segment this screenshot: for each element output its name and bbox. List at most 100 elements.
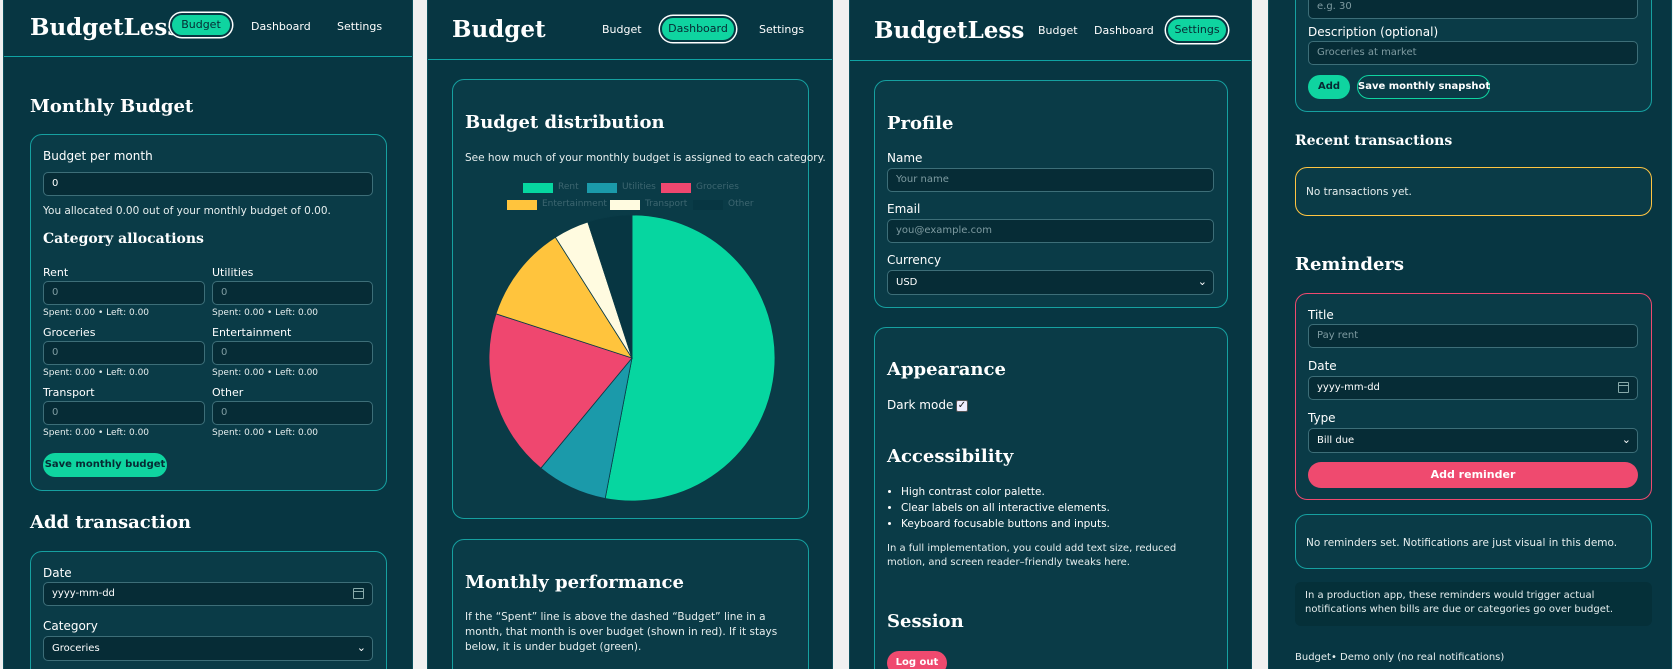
top-nav: BudgetLess Budget Dashboard Settings (4, 0, 412, 57)
add-transaction-card: e.g. 30 Description (optional) Groceries… (1295, 0, 1652, 112)
nav-settings-link[interactable]: Settings (759, 23, 805, 36)
dashboard-page-panel: Budget Budget Dashboard Settings Budget … (427, 0, 833, 669)
pie-slice-rent (604, 214, 776, 502)
category-allocations-title: Category allocations (43, 231, 204, 247)
category-label: Groceries (43, 326, 96, 339)
monthly-budget-title: Monthly Budget (30, 96, 194, 117)
monthly-performance-desc: If the “Spent” line is above the dashed … (465, 611, 778, 653)
save-monthly-budget-button[interactable]: Save monthly budget (43, 453, 167, 477)
legend-label-entertainment: Entertainment (542, 199, 607, 209)
calendar-icon[interactable] (353, 588, 364, 599)
no-reminders-text: No reminders set. Notifications are just… (1306, 537, 1618, 549)
legend-label-rent: Rent (558, 182, 579, 192)
legend-label-transport: Transport (645, 199, 688, 209)
top-nav: BudgetLess Budget Dashboard Settings (850, 0, 1251, 61)
category-label: Utilities (212, 266, 254, 279)
production-note-box: In a production app, these reminders wou… (1295, 582, 1652, 626)
chevron-down-icon: ⌄ (1197, 275, 1207, 288)
email-input[interactable]: you@example.com (887, 219, 1214, 243)
production-note: In a production app, these reminders wou… (1305, 590, 1614, 615)
monthly-budget-card: Budget per month 0 You allocated 0.00 ou… (30, 134, 387, 491)
entertainment-allocation-input[interactable]: 0 (212, 341, 373, 365)
session-title: Session (887, 611, 964, 632)
name-input[interactable]: Your name (887, 168, 1214, 192)
category-stats: Spent: 0.00 • Left: 0.00 (43, 368, 150, 378)
category-stats: Spent: 0.00 • Left: 0.00 (212, 368, 319, 378)
list-item: Keyboard focusable buttons and inputs. (901, 516, 1217, 532)
reminder-type-select[interactable]: Bill due ⌄ (1308, 428, 1638, 453)
nav-dashboard-link[interactable]: Dashboard (251, 20, 311, 33)
logout-button[interactable]: Log out (887, 651, 947, 669)
category-stats: Spent: 0.00 • Left: 0.00 (43, 428, 150, 438)
add-transaction-button[interactable]: Add (1308, 75, 1350, 99)
list-item: High contrast color palette. (901, 484, 1217, 500)
budget-per-month-input[interactable]: 0 (43, 172, 373, 196)
nav-budget-link[interactable]: Budget (602, 23, 642, 36)
email-label: Email (887, 202, 921, 216)
nav-budget-link[interactable]: Budget (170, 13, 232, 37)
pie-slice-other (587, 214, 633, 359)
type-label: Type (1308, 411, 1336, 425)
transaction-date-input[interactable]: yyyy-mm-dd (43, 582, 373, 606)
brand-logo: BudgetLess (30, 14, 181, 41)
list-item: Clear labels on all interactive elements… (901, 500, 1217, 516)
top-nav: Budget Budget Dashboard Settings (428, 0, 832, 60)
description-input[interactable]: Groceries at market (1308, 41, 1638, 65)
amount-input[interactable]: e.g. 30 (1308, 0, 1638, 19)
allocated-summary: You allocated 0.00 out of your monthly b… (43, 205, 331, 217)
type-select-value: Bill due (1317, 435, 1355, 446)
currency-select-value: USD (896, 277, 918, 288)
reminders-list-box: No reminders set. Notifications are just… (1295, 514, 1652, 569)
legend-label-utilities: Utilities (622, 182, 656, 192)
monthly-performance-card: Monthly performance If the “Spent” line … (452, 539, 809, 669)
legend-swatch-entertainment (507, 200, 537, 210)
nav-dashboard-link[interactable]: Dashboard (1094, 24, 1154, 37)
accessibility-list: High contrast color palette. Clear label… (887, 484, 1217, 532)
nav-settings-link[interactable]: Settings (337, 20, 383, 33)
legend-label-groceries: Groceries (696, 182, 739, 192)
transactions-reminders-panel: e.g. 30 Description (optional) Groceries… (1268, 0, 1672, 669)
date-placeholder: yyyy-mm-dd (52, 588, 115, 599)
currency-select[interactable]: USD ⌄ (887, 270, 1214, 295)
legend-swatch-transport (610, 200, 640, 210)
legend-swatch-utilities (587, 183, 617, 193)
calendar-icon[interactable] (1618, 382, 1629, 393)
pie-slice-groceries (488, 313, 633, 469)
category-select[interactable]: Groceries ⌄ (43, 636, 373, 661)
other-allocation-input[interactable]: 0 (212, 401, 373, 425)
chevron-down-icon: ⌄ (1621, 433, 1631, 446)
nav-budget-link[interactable]: Budget (1038, 24, 1078, 37)
save-monthly-snapshot-button[interactable]: Save monthly snapshot (1357, 75, 1490, 99)
transport-allocation-input[interactable]: 0 (43, 401, 205, 425)
dark-mode-checkbox[interactable]: ✓ (956, 400, 968, 412)
add-reminder-button[interactable]: Add reminder (1308, 462, 1638, 488)
no-transactions-text: No transactions yet. (1306, 186, 1412, 198)
nav-dashboard-link[interactable]: Dashboard (660, 16, 736, 42)
reminders-title: Reminders (1295, 254, 1405, 275)
category-label: Transport (43, 386, 95, 399)
rent-allocation-input[interactable]: 0 (43, 281, 205, 305)
budget-per-month-label: Budget per month (43, 149, 153, 163)
profile-card: Profile Name Your name Email you@example… (874, 80, 1228, 308)
utilities-allocation-input[interactable]: 0 (212, 281, 373, 305)
chevron-down-icon: ⌄ (356, 641, 366, 654)
monthly-performance-title: Monthly performance (465, 572, 684, 593)
appearance-card: Appearance Dark mode ✓ Accessibility Hig… (874, 327, 1228, 669)
reminder-form-card: Title Pay rent Date yyyy-mm-dd Type Bill… (1295, 293, 1652, 500)
date-label: Date (1308, 359, 1337, 373)
add-transaction-card: Date yyyy-mm-dd Category Groceries ⌄ (30, 551, 387, 669)
date-label: Date (43, 566, 72, 580)
budget-distribution-title: Budget distribution (465, 112, 665, 133)
category-label: Category (43, 619, 98, 633)
date-placeholder: yyyy-mm-dd (1317, 382, 1380, 393)
category-select-value: Groceries (52, 643, 100, 654)
reminder-title-input[interactable]: Pay rent (1308, 324, 1638, 348)
reminder-date-input[interactable]: yyyy-mm-dd (1308, 376, 1638, 400)
description-label: Description (optional) (1308, 25, 1439, 39)
legend-swatch-other (693, 200, 723, 210)
profile-title: Profile (887, 113, 954, 134)
nav-settings-link[interactable]: Settings (1166, 17, 1228, 43)
legend-swatch-groceries (661, 183, 691, 193)
groceries-allocation-input[interactable]: 0 (43, 341, 205, 365)
settings-page-panel: BudgetLess Budget Dashboard Settings Pro… (849, 0, 1252, 669)
